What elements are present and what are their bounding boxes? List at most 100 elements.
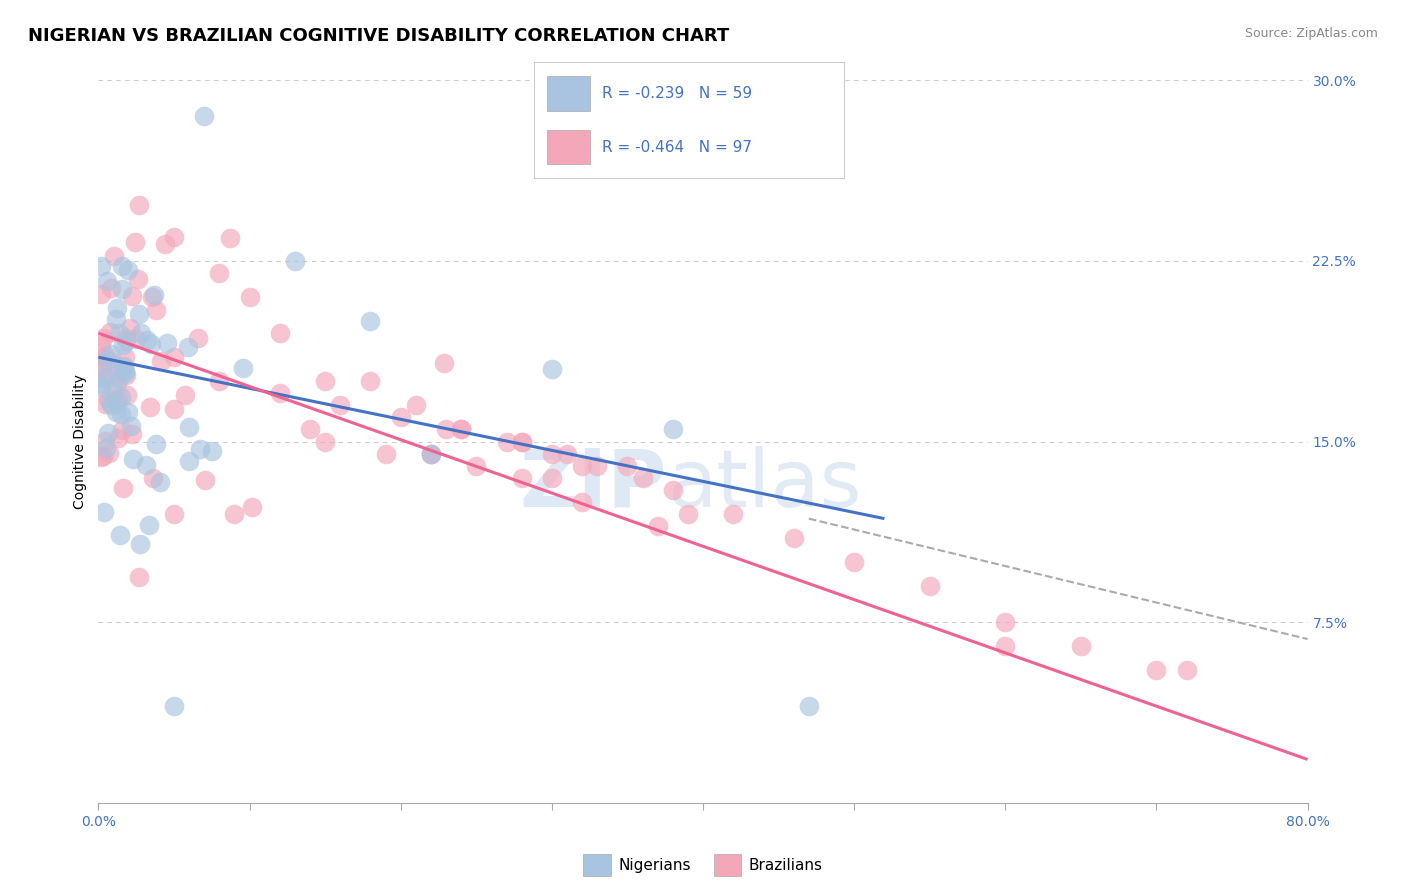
Point xyxy=(219,231,242,245)
Point xyxy=(510,434,533,449)
Point xyxy=(149,475,172,489)
Point xyxy=(405,398,427,412)
Point xyxy=(136,333,159,347)
Point xyxy=(117,405,139,419)
Point xyxy=(510,470,533,484)
Point xyxy=(994,639,1017,653)
Point xyxy=(94,371,117,385)
Point xyxy=(586,458,609,473)
Point xyxy=(112,359,135,373)
Point xyxy=(661,422,683,436)
Point xyxy=(616,458,638,473)
Point xyxy=(94,441,117,455)
Point xyxy=(510,434,533,449)
Point xyxy=(104,405,127,419)
Point xyxy=(156,336,179,351)
Point xyxy=(100,281,122,295)
Point xyxy=(450,422,472,436)
Point xyxy=(110,408,132,422)
Point xyxy=(110,527,132,541)
Point xyxy=(110,390,132,404)
Bar xyxy=(547,129,591,164)
Point xyxy=(631,470,654,484)
Point xyxy=(138,518,160,533)
Point xyxy=(240,500,263,514)
Point xyxy=(465,458,488,473)
Point xyxy=(93,434,115,448)
Point xyxy=(495,434,517,449)
Point xyxy=(571,458,593,473)
Point xyxy=(420,446,443,460)
Point xyxy=(107,326,129,341)
Point xyxy=(91,330,114,344)
Point xyxy=(647,518,669,533)
Point xyxy=(96,274,118,288)
Point xyxy=(360,374,382,388)
Point xyxy=(128,307,150,321)
Point xyxy=(111,423,134,437)
Point xyxy=(135,458,157,472)
Text: NIGERIAN VS BRAZILIAN COGNITIVE DISABILITY CORRELATION CHART: NIGERIAN VS BRAZILIAN COGNITIVE DISABILI… xyxy=(28,27,730,45)
Point xyxy=(433,356,456,370)
Point xyxy=(540,470,562,484)
Point xyxy=(120,418,142,433)
Point xyxy=(124,235,146,249)
Point xyxy=(142,288,165,302)
Point xyxy=(163,350,186,364)
Point xyxy=(114,364,136,378)
Point xyxy=(434,422,457,436)
Point xyxy=(90,338,112,352)
Point xyxy=(118,321,141,335)
Point xyxy=(90,450,112,465)
Point xyxy=(193,109,215,123)
Y-axis label: Cognitive Disability: Cognitive Disability xyxy=(73,374,87,509)
Text: atlas: atlas xyxy=(666,446,860,524)
Point xyxy=(797,699,820,714)
Point xyxy=(90,286,112,301)
Point xyxy=(723,507,745,521)
Point xyxy=(284,253,307,268)
Bar xyxy=(547,77,591,112)
Point xyxy=(90,370,112,384)
Point xyxy=(128,198,150,212)
Point xyxy=(139,400,162,414)
Point xyxy=(101,381,124,395)
Point xyxy=(121,427,143,442)
Point xyxy=(150,353,173,368)
Point xyxy=(676,507,699,521)
Point xyxy=(129,536,152,550)
Point xyxy=(107,392,129,407)
Point xyxy=(299,422,322,436)
Point xyxy=(104,362,127,376)
Point xyxy=(90,376,112,391)
Point xyxy=(107,431,129,445)
Point xyxy=(201,444,224,458)
Point xyxy=(98,395,121,409)
Legend: Nigerians, Brazilians: Nigerians, Brazilians xyxy=(576,848,830,882)
Point xyxy=(450,422,472,436)
Point xyxy=(117,263,139,277)
Point xyxy=(420,446,443,460)
Point xyxy=(90,350,112,364)
Point xyxy=(269,386,291,401)
Point xyxy=(111,282,134,296)
Point xyxy=(112,482,135,496)
Point xyxy=(105,376,128,391)
Point xyxy=(1144,664,1167,678)
Text: R = -0.464   N = 97: R = -0.464 N = 97 xyxy=(602,139,752,154)
Point xyxy=(104,359,127,373)
Point xyxy=(389,410,412,425)
Point xyxy=(360,314,382,328)
Point xyxy=(90,260,112,274)
Point xyxy=(163,402,186,417)
Point xyxy=(125,332,148,346)
Point xyxy=(179,420,201,434)
Point xyxy=(194,473,217,487)
Point xyxy=(224,507,246,521)
Point xyxy=(142,471,165,485)
Text: R = -0.239   N = 59: R = -0.239 N = 59 xyxy=(602,87,752,102)
Text: Source: ZipAtlas.com: Source: ZipAtlas.com xyxy=(1244,27,1378,40)
Point xyxy=(98,325,121,339)
Point xyxy=(105,301,128,315)
Point xyxy=(128,570,150,584)
